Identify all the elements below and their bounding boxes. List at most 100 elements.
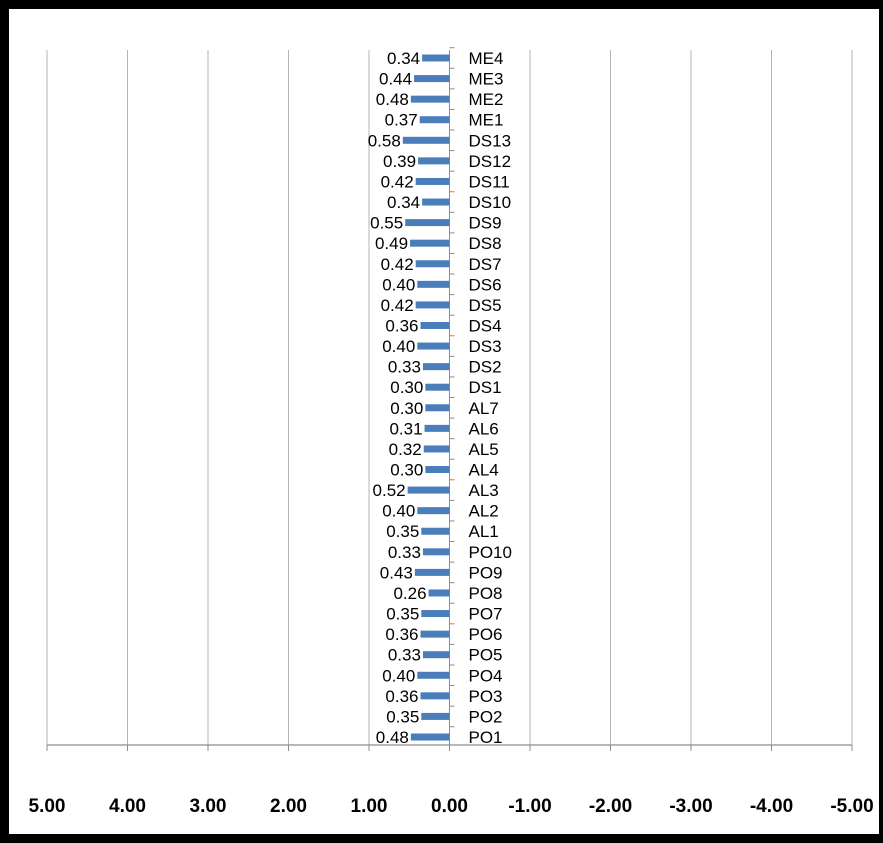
bar [421,712,450,720]
x-tick-label: 4.00 [109,796,146,817]
data-label: 0.49 [375,234,408,253]
bar [417,671,450,679]
data-label: 0.55 [370,214,403,233]
category-label: DS7 [469,255,502,274]
category-label: DS9 [469,214,502,233]
bar [421,527,450,535]
data-label: 0.30 [390,399,423,418]
bar [420,321,450,329]
bar [422,548,450,556]
bar [417,280,450,288]
bar [405,219,450,227]
data-label: 0.33 [388,646,421,665]
data-label: 0.26 [393,584,426,603]
data-label: 0.34 [387,49,420,68]
bar [428,589,450,597]
category-label: AL2 [469,502,499,521]
category-label: DS10 [469,193,512,212]
bar [407,486,450,494]
data-label: 0.40 [382,275,415,294]
data-label: 0.30 [390,461,423,480]
x-tick-label: 3.00 [190,796,227,817]
data-label: 0.48 [376,728,409,747]
category-label: DS11 [469,172,510,191]
category-label: AL4 [469,461,499,480]
category-label: AL1 [469,522,499,541]
bar [424,424,450,432]
data-label: 0.31 [389,419,422,438]
data-label: 0.33 [388,543,421,562]
bar [417,507,450,515]
data-label: 0.42 [381,255,414,274]
x-tick-label: -3.00 [669,796,712,817]
bar [420,692,450,700]
gridlines [46,50,853,745]
data-label: 0.35 [386,522,419,541]
bar [414,568,450,576]
bar [422,198,450,206]
bar [422,54,450,62]
bar [402,136,450,144]
data-label: 0.40 [382,337,415,356]
bar [415,260,450,268]
labels: ME4 0.34 ME3 0.44 ME2 0.48 ME1 0.37 DS13 0.58 DS12… [368,49,512,747]
bar [410,95,450,103]
data-label: 0.35 [386,605,419,624]
category-label: PO3 [469,687,503,706]
data-label: 0.42 [381,172,414,191]
category-label: PO7 [469,605,503,624]
data-label: 0.35 [386,707,419,726]
category-label: AL3 [469,481,499,500]
category-label: DS12 [469,152,512,171]
category-label: AL5 [469,440,499,459]
data-label: 0.36 [385,316,418,335]
data-label: 0.30 [390,378,423,397]
bar [421,610,450,618]
bars [402,54,450,741]
category-label: PO8 [469,584,503,603]
category-label: PO10 [469,543,512,562]
category-label: PO9 [469,563,503,582]
data-label: 0.40 [382,502,415,521]
bar [417,342,450,350]
data-label: 0.33 [388,358,421,377]
x-tick-label: 1.00 [351,796,388,817]
x-axis: 5.00 4.00 3.00 2.00 1.00 0.00 -1.00 -2.00 -3.00 -… [29,47,874,817]
category-label: PO6 [469,625,503,644]
bar [423,445,450,453]
category-label: DS2 [469,358,502,377]
bar [414,75,450,83]
data-label: 0.43 [380,563,413,582]
category-label: DS8 [469,234,502,253]
data-label: 0.48 [376,90,409,109]
x-tick-label: 2.00 [270,796,307,817]
data-label: 0.32 [389,440,422,459]
data-label: 0.39 [383,152,416,171]
category-label: PO1 [469,728,503,747]
bar [418,157,450,165]
bar [425,466,450,474]
category-label: DS4 [469,316,502,335]
x-tick-label: -4.00 [750,796,793,817]
bar [410,733,450,741]
category-label: ME4 [469,49,504,68]
category-label: DS13 [469,131,512,150]
data-label: 0.42 [381,296,414,315]
category-label: AL7 [469,399,499,418]
category-label: DS5 [469,296,502,315]
category-label: DS3 [469,337,502,356]
bar [422,651,450,659]
x-tick-label: -5.00 [830,796,873,817]
category-label: PO5 [469,646,503,665]
data-label: 0.44 [379,70,412,89]
category-label: AL6 [469,419,499,438]
category-label: ME3 [469,70,504,89]
category-label: PO4 [469,666,503,685]
category-label: PO2 [469,707,503,726]
data-label: 0.37 [385,111,418,130]
bar [425,383,450,391]
x-tick-label: 5.00 [29,796,66,817]
data-label: 0.58 [368,131,401,150]
bar [419,116,450,124]
